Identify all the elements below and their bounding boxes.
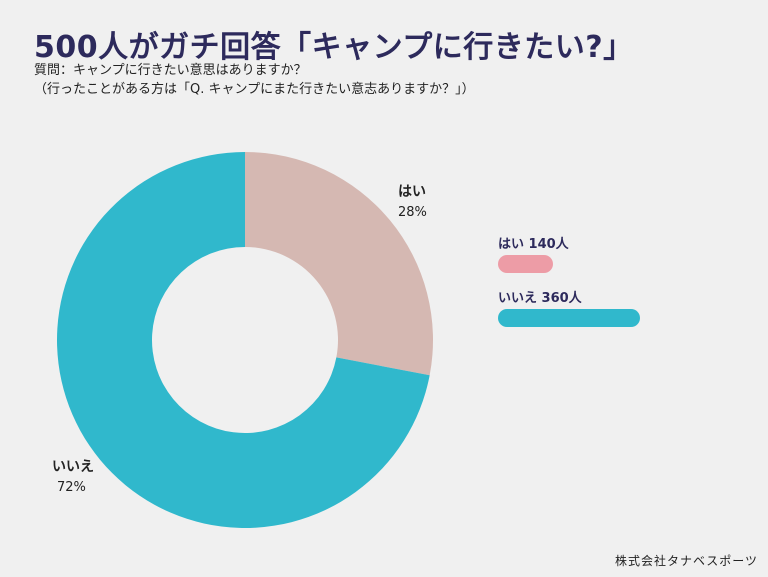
question-text: 質問：キャンプに行きたい意思はありますか？ （行ったことがある方は「Q. キャン… [34, 61, 475, 99]
slice-yes [245, 152, 434, 376]
legend-label-no: いいえ 360人 [498, 291, 582, 306]
legend-bar-no [498, 309, 640, 327]
question-line-2: （行ったことがある方は「Q. キャンプにまた行きたい意志ありますか？」） [34, 82, 475, 97]
company-footer: 株式会社タナベスポーツ [614, 554, 758, 568]
slice-yes-percent: 28% [398, 205, 427, 220]
legend-item-yes: はい 140人 [498, 233, 698, 273]
legend: はい 140人 いいえ 360人 [498, 233, 698, 341]
slice-no [57, 152, 430, 528]
slice-no-percent: 72% [57, 480, 86, 495]
slice-no-label: いいえ [52, 459, 94, 475]
chart-title: 500人がガチ回答「キャンプに行きたい?」 [34, 30, 634, 65]
slice-yes-label: はい [398, 184, 426, 200]
legend-bar-yes [498, 255, 553, 273]
legend-item-no: いいえ 360人 [498, 287, 698, 327]
question-line-1: 質問：キャンプに行きたい意思はありますか？ [34, 63, 307, 78]
legend-label-yes: はい 140人 [498, 237, 569, 252]
